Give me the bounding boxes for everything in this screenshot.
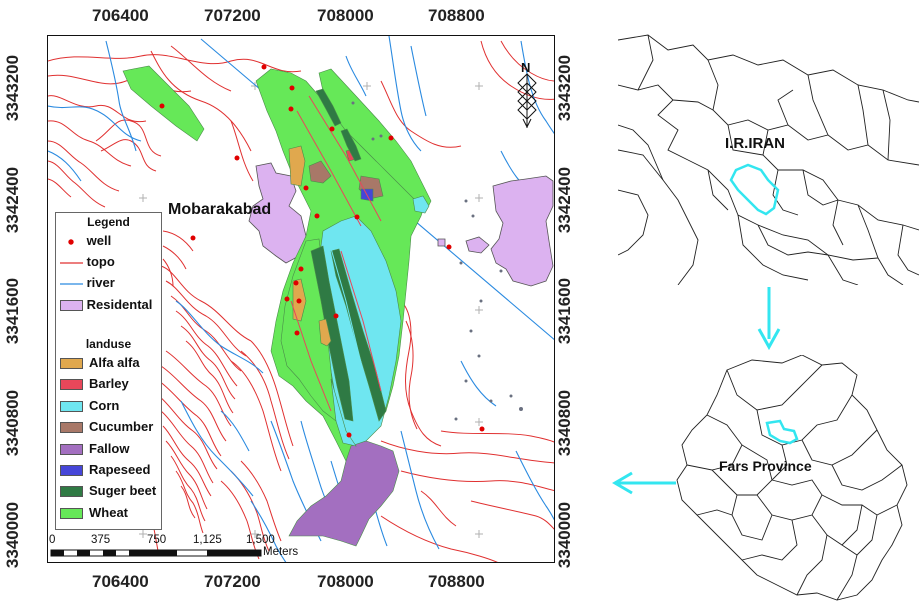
legend-swatch-cucumber <box>60 422 83 434</box>
legend-label-cucumber: Cucumber <box>89 419 154 435</box>
legend-row-corn: Corn <box>60 398 119 414</box>
x-tick-top-3: 708000 <box>317 6 374 25</box>
y-tick-right-2: 3342400 <box>555 166 575 234</box>
iran-outline-svg <box>617 34 919 286</box>
study-area-highlight-fars <box>765 419 799 445</box>
legend-row-wheat: Wheat <box>60 505 128 521</box>
legend-label-well: well <box>86 233 112 248</box>
y-tick-left-3: 3341600 <box>3 277 23 345</box>
legend-swatch-suger-beet <box>60 486 83 498</box>
legend-row-fallow: Fallow <box>60 441 129 457</box>
legend-row-barley: Barley <box>60 376 129 392</box>
y-tick-left-5: 3340000 <box>3 501 23 569</box>
scale-label-750: 750 <box>147 534 167 546</box>
legend-swatch-fallow <box>60 443 83 455</box>
town-label: Mobarakabad <box>168 201 272 218</box>
x-tick-bottom-1: 706400 <box>92 572 149 591</box>
legend-label-suger-beet: Suger beet <box>89 483 157 499</box>
scale-bar: 0 375 750 1,125 1,500 Meters <box>47 534 337 562</box>
iran-inset-map: I.R.IRAN <box>617 30 919 286</box>
legend-swatch-barley <box>60 379 83 391</box>
field-strips <box>290 95 382 412</box>
legend-label-alfa-alfa: Alfa alfa <box>89 355 140 370</box>
scale-label-1125: 1,125 <box>193 534 222 546</box>
legend-title: Legend <box>87 215 130 229</box>
iran-label: I.R.IRAN <box>725 135 785 152</box>
legend-label-rapeseed: Rapeseed <box>89 462 151 477</box>
north-arrow-icon: N <box>517 60 537 129</box>
y-tick-right-5: 3340000 <box>555 501 575 569</box>
legend-row-alfa-alfa: Alfa alfa <box>60 355 140 371</box>
legend-row-rapeseed: Rapeseed <box>60 462 150 478</box>
x-tick-top-2: 707200 <box>204 6 261 25</box>
landuse-map-canvas: N <box>48 36 554 562</box>
scale-unit: Meters <box>263 546 299 558</box>
scale-label-0: 0 <box>49 534 56 546</box>
legend-label-fallow: Fallow <box>89 440 130 456</box>
arrow-down-icon <box>757 287 781 351</box>
fars-label: Fars Province <box>719 458 812 474</box>
x-tick-top-4: 708800 <box>428 6 485 25</box>
legend-label-wheat: Wheat <box>89 504 128 520</box>
legend-label-topo: topo <box>86 254 115 269</box>
legend-swatch-wheat <box>60 507 83 519</box>
legend-label-corn: Corn <box>89 397 120 413</box>
legend-swatch-corn <box>60 400 83 412</box>
legend-swatch-alfa-alfa <box>60 358 83 370</box>
x-tick-top-1: 706400 <box>92 6 149 25</box>
scale-bar-graphic <box>50 549 262 557</box>
fars-outline-svg <box>676 354 908 601</box>
y-tick-right-3: 3341600 <box>555 277 575 345</box>
legend-label-barley: Barley <box>89 376 129 392</box>
legend-row-residental: Residental <box>60 297 152 313</box>
legend-row-suger-beet: Suger beet <box>60 483 156 499</box>
legend-landuse-title: landuse <box>85 337 132 351</box>
map-legend: Legend well topo river Residental landus… <box>55 212 162 530</box>
wells <box>159 64 485 438</box>
legend-row-cucumber: Cucumber <box>60 419 153 435</box>
y-tick-left-2: 3342400 <box>3 166 23 234</box>
y-tick-right-4: 3340800 <box>555 389 575 457</box>
y-tick-right-1: 3343200 <box>555 54 575 122</box>
legend-row-river: river <box>60 275 115 291</box>
north-arrow-letter: N <box>521 60 530 75</box>
y-tick-left-1: 3343200 <box>3 54 23 122</box>
small-features <box>351 101 523 421</box>
y-tick-left-4: 3340800 <box>3 389 23 457</box>
landuse-polygons <box>122 65 432 547</box>
scale-label-375: 375 <box>91 534 111 546</box>
legend-swatch-rapeseed <box>60 465 83 477</box>
x-tick-bottom-4: 708800 <box>428 572 485 591</box>
x-tick-bottom-2: 707200 <box>204 572 261 591</box>
fars-highlight-iran <box>729 163 780 216</box>
fars-inset-map: Fars Province <box>672 354 912 605</box>
arrow-left-icon <box>612 471 676 495</box>
scale-label-1500: 1,500 <box>246 534 275 546</box>
legend-row-well: well <box>60 233 111 249</box>
legend-label-river: river <box>86 275 115 290</box>
legend-row-topo: topo <box>60 254 115 270</box>
legend-label-residental: Residental <box>86 297 153 312</box>
x-tick-bottom-3: 708000 <box>317 572 374 591</box>
